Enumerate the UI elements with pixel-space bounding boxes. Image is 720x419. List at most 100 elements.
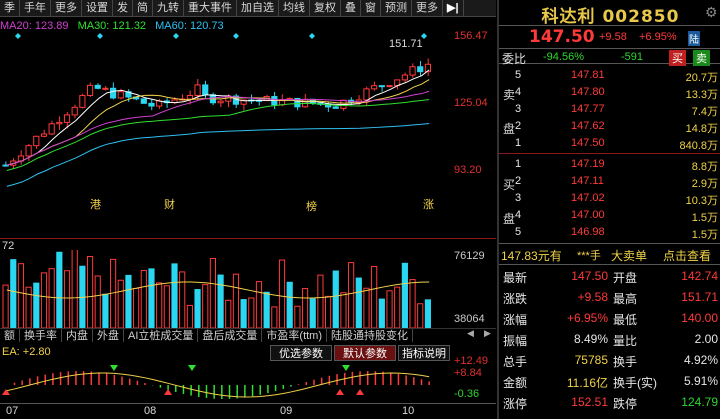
stat-label: 最新: [503, 271, 528, 285]
ask-row[interactable]: 4 147.80 13.3万: [499, 84, 720, 101]
toolbar-item[interactable]: 重大事件: [184, 0, 237, 17]
tab-scroll-left-icon[interactable]: ◀: [467, 328, 474, 338]
volume-bar: [301, 288, 309, 328]
candle: [332, 106, 339, 109]
event-marker[interactable]: 榜: [306, 201, 317, 213]
stat-value: 124.79: [681, 395, 718, 409]
volume-chart[interactable]: [0, 250, 450, 328]
price: 147.77: [571, 103, 605, 115]
stat-value: 2.00: [694, 332, 718, 346]
toolbar-item[interactable]: 预测: [381, 0, 412, 17]
bid-side-label: 买: [503, 178, 516, 192]
buy-signal-arrow-icon: [2, 389, 10, 395]
event-diamond: [15, 33, 21, 39]
level: 5: [515, 69, 522, 81]
volume-bar: [232, 273, 240, 328]
tab-scroll-right-icon[interactable]: ▶: [484, 328, 491, 338]
volume-bar: [48, 268, 55, 328]
indicator-tab[interactable]: 外盘: [93, 329, 124, 342]
toolbar-item[interactable]: 季: [0, 0, 20, 17]
ma30-label: MA30: 121.32: [77, 20, 147, 32]
event-marker[interactable]: 港: [90, 199, 101, 211]
candle: [79, 94, 86, 108]
candle: [140, 98, 147, 104]
candlestick-chart[interactable]: [0, 33, 450, 238]
toolbar-item[interactable]: 设置: [82, 0, 113, 17]
event-marker[interactable]: 财: [164, 199, 175, 211]
toolbar-item[interactable]: 更多: [412, 0, 443, 17]
volume-bar: [355, 277, 362, 328]
stat-value: 152.51: [571, 395, 608, 409]
indicator-tab[interactable]: 额: [0, 329, 20, 342]
toolbar-item[interactable]: 发: [113, 0, 133, 17]
indicator-tab[interactable]: 陆股通持股变化: [327, 329, 414, 342]
view-details-link[interactable]: 点击查看: [663, 249, 712, 263]
sell-signal-arrow-icon: [188, 365, 196, 371]
buy-signal-arrow-icon: [164, 389, 172, 395]
volume-bar: [163, 285, 170, 328]
big-order-type: 大卖单: [611, 249, 648, 263]
bid-row[interactable]: 5 146.98 1.5万: [499, 224, 720, 241]
event-diamond: [173, 33, 179, 39]
volume-bar: [286, 281, 293, 328]
volume-bar: [171, 263, 178, 328]
sell-signal-arrow-icon: [110, 365, 118, 371]
toolbar-item[interactable]: 加自选: [237, 0, 279, 17]
toolbar-item[interactable]: 叠: [341, 0, 361, 17]
level: 1: [515, 137, 522, 149]
level: 3: [515, 192, 522, 204]
volume-tick-2: 38064: [454, 313, 485, 325]
candle: [186, 94, 193, 100]
optimal-params-button[interactable]: 优选参数: [270, 345, 332, 361]
volume: 20.7万: [685, 72, 718, 84]
toolbar-item[interactable]: 九转: [153, 0, 184, 17]
volume-bar: [140, 269, 147, 328]
toolbar-item[interactable]: 手年: [20, 0, 51, 17]
bid-row[interactable]: 3 147.02 10.3万: [499, 190, 720, 207]
ask-row[interactable]: 1 147.50 840.8万: [499, 135, 720, 152]
indicator-help-button[interactable]: 指标说明: [398, 345, 450, 361]
price: 146.98: [571, 226, 605, 238]
event-marker[interactable]: 涨: [423, 199, 434, 211]
indicator-chart[interactable]: [0, 355, 450, 401]
volume-tick-1: 76129: [454, 250, 485, 262]
ask-row[interactable]: 5 147.81 20.7万: [499, 67, 720, 84]
stock-title: 科达利 002850: [541, 7, 680, 27]
bid-row[interactable]: 2 147.11 2.9万: [499, 173, 720, 190]
sell-button[interactable]: 卖: [693, 50, 710, 66]
gear-icon[interactable]: ⚙: [705, 4, 718, 20]
toolbar-expand-icon[interactable]: ▶|: [443, 0, 464, 17]
weicha-value: -591: [621, 51, 644, 63]
volume-bar: [2, 284, 9, 328]
bid-row[interactable]: 4 147.00 1.5万: [499, 207, 720, 224]
stat-row: 涨幅 +6.95% 最低 140.00: [499, 308, 720, 328]
indicator-tab[interactable]: 盘后成交量: [198, 329, 263, 342]
stat-value: 4.92%: [683, 353, 718, 367]
volume-bar: [332, 270, 339, 328]
volume-bar: [33, 282, 40, 328]
event-diamond: [233, 33, 239, 39]
candle: [194, 84, 201, 96]
toolbar-item[interactable]: 均线: [279, 0, 310, 17]
ask-row[interactable]: 3 147.77 7.4万: [499, 101, 720, 118]
indicator-tab[interactable]: 市盈率(ttm): [262, 329, 328, 342]
volume-bar: [378, 298, 385, 328]
ask-row[interactable]: 2 147.62 14.8万: [499, 118, 720, 135]
buy-button[interactable]: 买: [669, 50, 686, 66]
level: 3: [515, 103, 522, 115]
toolbar-item[interactable]: 更多: [51, 0, 82, 17]
indicator-tab[interactable]: 换手率: [20, 329, 62, 342]
indicator-tab[interactable]: 内盘: [62, 329, 93, 342]
volume-bar: [102, 293, 109, 328]
default-params-button[interactable]: 默认参数: [334, 345, 396, 361]
volume-bar: [348, 262, 355, 328]
toolbar-item[interactable]: 简: [133, 0, 153, 17]
volume-bar: [294, 305, 301, 328]
indicator-tab[interactable]: AI立桩成交量: [124, 329, 199, 342]
big-order-amount: 147.83元有: [501, 249, 562, 263]
bid-row[interactable]: 1 147.19 8.8万: [499, 156, 720, 173]
toolbar-item[interactable]: 窗: [361, 0, 381, 17]
volume-bar: [217, 274, 224, 328]
price-change-pct: +6.95%: [639, 31, 677, 43]
toolbar-item[interactable]: 复权: [310, 0, 341, 17]
